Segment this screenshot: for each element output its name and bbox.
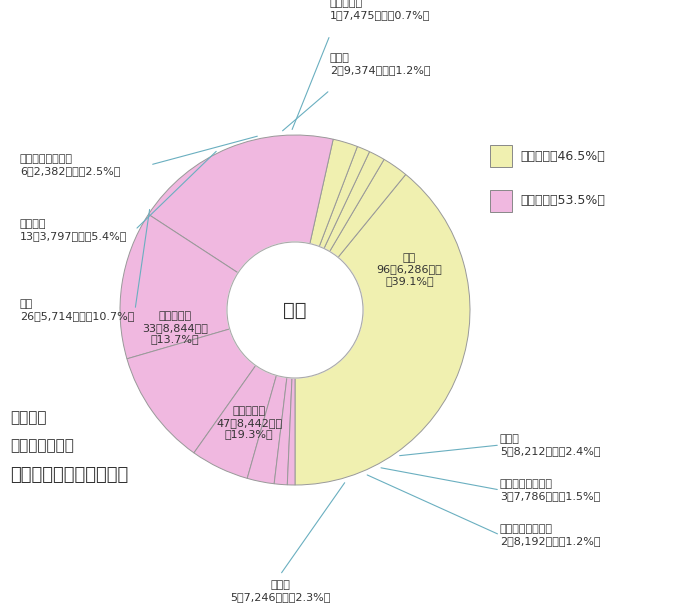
Wedge shape	[330, 160, 406, 257]
Text: 繰入金
5億8,212万円（2.4%）: 繰入金 5億8,212万円（2.4%）	[500, 434, 601, 456]
Text: 自主財源（46.5%）: 自主財源（46.5%）	[520, 149, 605, 163]
Text: 地方消費税交付金
6億2,382万円（2.5%）: 地方消費税交付金 6億2,382万円（2.5%）	[20, 154, 120, 176]
Text: 「歳入」決算額: 「歳入」決算額	[10, 438, 74, 453]
Text: 市税
96億6,286万円
（39.1%）: 市税 96億6,286万円 （39.1%）	[377, 252, 442, 286]
FancyBboxPatch shape	[490, 145, 512, 167]
Wedge shape	[295, 174, 470, 485]
Text: 市債
26億5,714万円（10.7%）: 市債 26億5,714万円（10.7%）	[20, 299, 134, 321]
Wedge shape	[194, 365, 276, 478]
Wedge shape	[310, 139, 358, 246]
FancyBboxPatch shape	[490, 190, 512, 212]
Wedge shape	[287, 378, 295, 485]
Text: 地方交付税
33億8,844万円
（13.7%）: 地方交付税 33億8,844万円 （13.7%）	[142, 311, 208, 344]
Wedge shape	[319, 147, 370, 249]
Text: 歳入: 歳入	[284, 300, 307, 319]
Text: 分担金及び負担金
2億8,192万円（1.2%）: 分担金及び負担金 2億8,192万円（1.2%）	[500, 524, 601, 546]
Circle shape	[227, 242, 363, 378]
Text: 一般会計: 一般会計	[10, 410, 46, 425]
Wedge shape	[324, 152, 384, 252]
Wedge shape	[120, 214, 238, 359]
Text: ２４７億３，７５０万円: ２４７億３，７５０万円	[10, 466, 128, 484]
Text: 使用料及び手数料
3億7,786万円（1.5%）: 使用料及び手数料 3億7,786万円（1.5%）	[500, 479, 601, 501]
Text: その他
5億7,246万円（2.3%）: その他 5億7,246万円（2.3%）	[230, 580, 330, 602]
Text: その他
2億9,374万円（1.2%）: その他 2億9,374万円（1.2%）	[330, 53, 430, 75]
Text: 依存財源（53.5%）: 依存財源（53.5%）	[520, 195, 605, 208]
Wedge shape	[247, 375, 287, 484]
Text: 国庫支出金
47億8,442万円
（19.3%）: 国庫支出金 47億8,442万円 （19.3%）	[216, 406, 282, 439]
Text: 府支出金
13億3,797万円（5.4%）: 府支出金 13億3,797万円（5.4%）	[20, 219, 127, 241]
Wedge shape	[274, 378, 292, 485]
Text: 地方譲与税
1億7,475万円（0.7%）: 地方譲与税 1億7,475万円（0.7%）	[330, 0, 430, 20]
Wedge shape	[127, 329, 256, 453]
Wedge shape	[148, 135, 333, 273]
